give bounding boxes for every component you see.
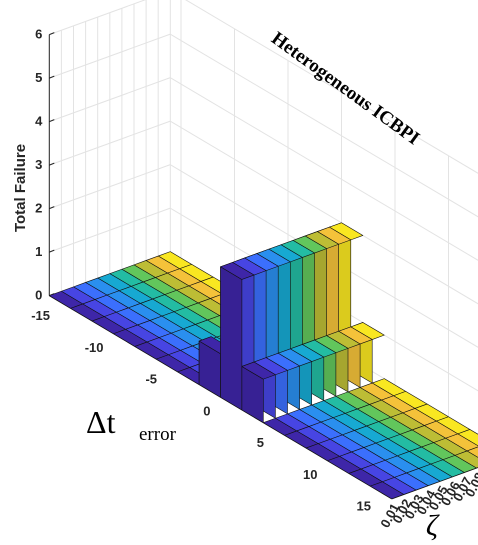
z-tick-mark — [49, 206, 55, 210]
chart-title: Heterogeneous ICBPI — [267, 28, 423, 149]
x-tick-label: 5 — [257, 435, 264, 450]
bar-top-face — [369, 481, 405, 500]
z-tick-mark — [49, 75, 55, 79]
z-tick-label: 1 — [35, 244, 42, 259]
bar-cell — [369, 481, 405, 500]
bar-cell — [198, 336, 233, 398]
x-tick-label: 15 — [357, 499, 371, 514]
z-tick-label: 2 — [35, 201, 42, 216]
z-tick-mark — [49, 32, 55, 36]
x-axis-label-subscript: error — [139, 424, 177, 445]
bars-layer — [48, 222, 478, 500]
bar-cell — [241, 361, 276, 423]
bar-top-face — [466, 446, 478, 458]
y-axis-label: ζ — [426, 509, 440, 542]
z-tick-label: 4 — [35, 114, 43, 129]
z-axis-label: Total Failure — [12, 144, 29, 232]
z-tick-mark — [49, 249, 55, 253]
z-tick-mark — [49, 119, 55, 123]
z-tick-mark — [49, 162, 55, 166]
x-tick-label: -10 — [85, 340, 104, 355]
bar-cell — [220, 262, 255, 411]
bar-cell — [466, 446, 478, 458]
z-tick-label: 6 — [35, 27, 42, 42]
x-axis-label: Δt error — [86, 404, 177, 445]
z-tick-label: 5 — [35, 70, 42, 85]
x-tick-label: -15 — [31, 308, 50, 323]
grid-layer — [48, 0, 478, 435]
z-tick-label: 3 — [35, 157, 42, 172]
bar-top-face — [241, 361, 276, 380]
side-wall-gridline — [185, 0, 478, 174]
bar-top-face — [220, 262, 255, 280]
bar-front-face — [220, 266, 243, 411]
x-tick-label: -5 — [145, 372, 157, 387]
x-tick-label: 10 — [303, 467, 317, 482]
x-axis-label-main: Δt — [86, 404, 116, 440]
z-tick-label: 0 — [35, 288, 42, 303]
x-tick-label: 0 — [203, 403, 210, 418]
